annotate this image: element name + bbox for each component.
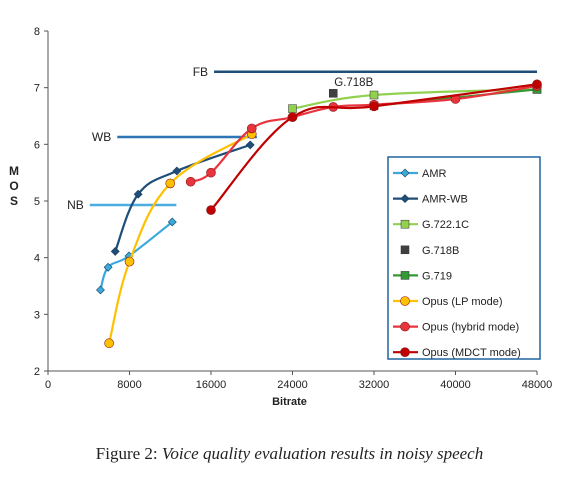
series-opus-lp-mode (104, 129, 257, 349)
y-tick-label: 2 (34, 366, 40, 378)
x-tick-label: 8000 (117, 379, 141, 391)
data-point-amr (96, 285, 105, 295)
series-amr-wb (110, 140, 255, 256)
y-axis-title-letter: M (9, 164, 19, 178)
tick-labels: 2 3 4 5 6 7 8 0 8000 16000 24000 32000 40000 48000 Bit… (9, 26, 552, 408)
series-layer (96, 79, 542, 349)
caption-text: Voice quality evaluation results in nois… (161, 444, 484, 463)
y-tick-label: 3 (34, 309, 40, 321)
figure-caption: Figure 2: Voice quality evaluation resul… (0, 444, 579, 464)
data-point-g-718b (329, 89, 338, 98)
legend-box (387, 156, 541, 360)
data-point-opus-mdct-mode (532, 79, 542, 90)
legend-item-g-722-1c: G.722.1C (393, 219, 469, 231)
y-tick-label: 8 (34, 26, 40, 38)
legend-item-opus-lp-mode: Opus (LP mode) (393, 296, 503, 308)
caption-label: Figure 2: (95, 444, 158, 463)
data-point-opus-hybrid-mode (206, 167, 216, 178)
legend-swatch-marker (400, 321, 410, 332)
series-opus-mdct-mode (206, 79, 542, 215)
x-tick-label: 24000 (277, 379, 308, 391)
reference-label-nb: NB (67, 198, 84, 212)
data-point-amr-wb (133, 189, 143, 199)
data-point-opus-lp-mode (124, 256, 135, 267)
y-axis-title-letter: S (10, 194, 18, 208)
legend: AMR AMR-WB G.722.1C G.718B G.719 Opus (LP mod… (387, 156, 541, 360)
data-point-amr-wb (245, 140, 255, 150)
data-point-opus-mdct-mode (287, 112, 298, 122)
legend-swatch-marker (400, 194, 410, 204)
legend-swatch-marker (400, 271, 410, 280)
x-tick-label: 0 (45, 379, 51, 391)
y-axis-title: MOS (9, 164, 19, 208)
x-tick-label: 40000 (440, 379, 471, 391)
legend-swatch-marker (400, 168, 410, 178)
x-tick-label: 48000 (522, 379, 553, 391)
annotation-g-718b: G.718B (334, 77, 373, 89)
legend-label: G.722.1C (422, 219, 469, 231)
data-point-opus-mdct-mode (369, 101, 379, 112)
reference-label-wb: WB (92, 130, 111, 144)
data-point-opus-lp-mode (165, 178, 176, 189)
annotations: G.718B (334, 77, 373, 89)
legend-item-g-719: G.719 (393, 270, 452, 282)
legend-label: G.718B (422, 245, 459, 257)
series-line-opus-mdct-mode (210, 83, 538, 211)
data-point-amr (167, 217, 177, 227)
legend-label: AMR (422, 168, 447, 180)
series-line-amr (99, 221, 173, 291)
y-tick-label: 7 (34, 83, 40, 95)
series-line-opus-lp-mode (108, 133, 253, 344)
data-point-opus-hybrid-mode (185, 176, 196, 187)
legend-item-opus-mdct-mode: Opus (MDCT mode) (393, 347, 521, 359)
legend-swatch-marker (400, 219, 410, 229)
x-tick-label: 16000 (196, 379, 227, 391)
legend-swatch-marker (400, 347, 410, 358)
legend-item-amr: AMR (393, 168, 447, 180)
x-axis-title: Bitrate (272, 396, 307, 408)
data-point-amr-wb (172, 166, 182, 176)
legend-swatch-marker (400, 296, 410, 306)
x-tick-label: 32000 (359, 379, 390, 391)
y-tick-label: 5 (34, 196, 40, 208)
y-tick-label: 6 (34, 139, 40, 151)
series-line-g-722-1c (292, 88, 538, 110)
legend-item-opus-hybrid-mode: Opus (hybrid mode) (393, 322, 519, 334)
data-point-g-722-1c (369, 90, 379, 100)
data-point-g-722-1c (288, 104, 297, 113)
y-axis-title-letter: O (9, 179, 18, 193)
legend-label: Opus (hybrid mode) (422, 322, 519, 334)
legend-swatch-marker (400, 245, 410, 255)
legend-item-g-718b: G.718B (400, 245, 459, 257)
legend-label: Opus (MDCT mode) (422, 347, 521, 359)
data-point-opus-mdct-mode (206, 205, 216, 215)
legend-label: Opus (LP mode) (422, 296, 503, 308)
reference-label-fb: FB (193, 65, 208, 79)
legend-label: G.719 (422, 270, 452, 282)
data-point-amr (103, 262, 113, 272)
y-tick-label: 4 (34, 253, 40, 265)
series-g-718b (329, 89, 338, 98)
data-point-amr-wb (110, 247, 120, 256)
legend-label: AMR-WB (422, 194, 468, 206)
series-amr (96, 217, 177, 295)
data-point-opus-hybrid-mode (246, 123, 257, 134)
series-line-amr-wb (114, 143, 251, 252)
legend-item-amr-wb: AMR-WB (393, 194, 468, 206)
data-point-opus-lp-mode (104, 338, 114, 349)
axes (44, 30, 538, 375)
